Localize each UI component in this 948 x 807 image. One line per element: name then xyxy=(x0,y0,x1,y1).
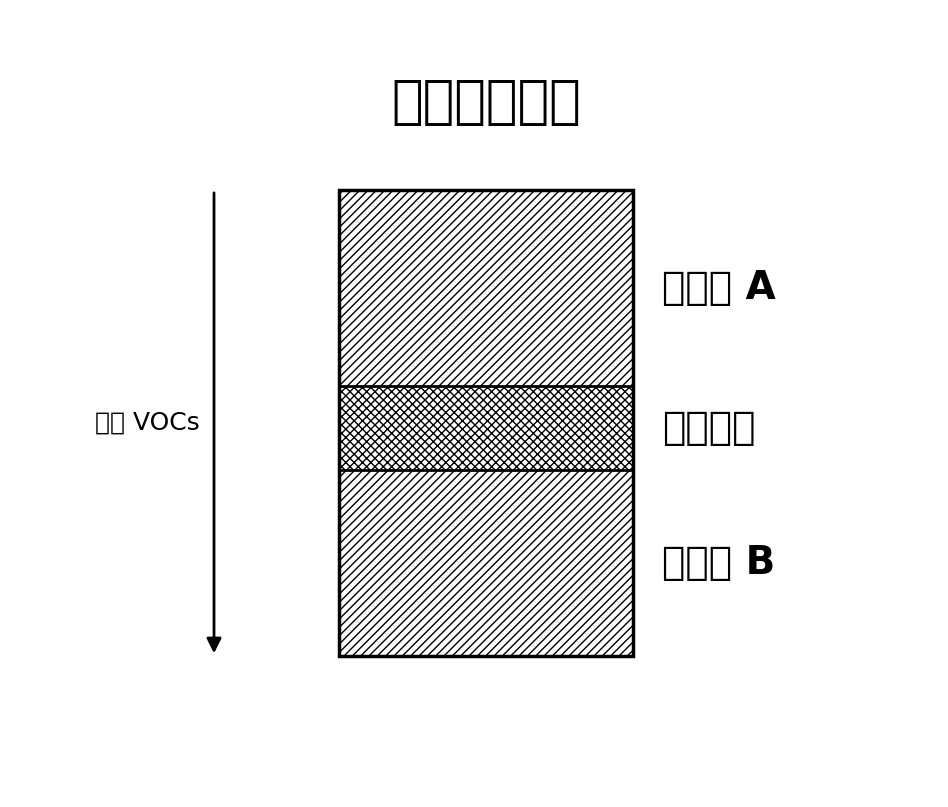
Bar xyxy=(338,190,632,386)
Text: 催化剂 A: 催化剂 A xyxy=(662,269,775,307)
Text: 两段式催化剂: 两段式催化剂 xyxy=(391,76,581,128)
Text: 含氯 VOCs: 含氯 VOCs xyxy=(95,411,199,435)
Bar xyxy=(338,470,632,656)
Text: 阻隔介质: 阻隔介质 xyxy=(662,408,756,447)
Bar xyxy=(338,190,632,656)
Text: 催化剂 B: 催化剂 B xyxy=(662,544,775,582)
Bar xyxy=(338,386,632,470)
